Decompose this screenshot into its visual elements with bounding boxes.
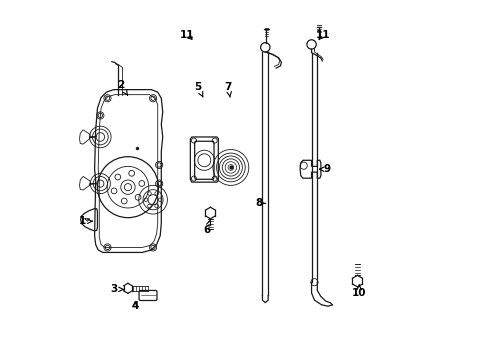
Text: 11: 11 xyxy=(316,30,330,40)
Text: 3: 3 xyxy=(110,284,123,294)
Text: 4: 4 xyxy=(131,301,139,311)
Text: 2: 2 xyxy=(117,80,127,95)
Text: 6: 6 xyxy=(203,220,210,235)
Text: 10: 10 xyxy=(351,285,366,298)
Text: 1: 1 xyxy=(79,216,92,226)
Text: 5: 5 xyxy=(194,82,203,97)
Text: 8: 8 xyxy=(255,198,264,208)
Text: 9: 9 xyxy=(319,164,330,174)
Text: 11: 11 xyxy=(180,30,194,40)
Text: 7: 7 xyxy=(224,82,232,97)
